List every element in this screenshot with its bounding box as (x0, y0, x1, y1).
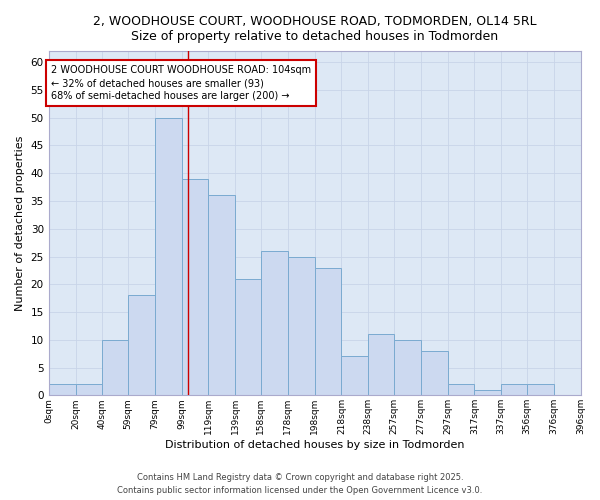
Bar (76, 384, 103, 396)
Bar (235, 278, 261, 396)
Bar (501, 384, 527, 396)
Bar (182, 179, 208, 396)
Bar (475, 390, 501, 396)
Bar (341, 356, 368, 396)
Bar (49, 384, 76, 396)
Bar (208, 196, 235, 396)
Bar (103, 340, 128, 396)
Bar (394, 340, 421, 396)
Bar (155, 118, 182, 396)
Bar (421, 351, 448, 396)
Bar (261, 251, 288, 396)
Bar (368, 334, 394, 396)
Bar (128, 296, 155, 396)
Text: 2 WOODHOUSE COURT WOODHOUSE ROAD: 104sqm
← 32% of detached houses are smaller (9: 2 WOODHOUSE COURT WOODHOUSE ROAD: 104sqm… (52, 65, 311, 102)
Y-axis label: Number of detached properties: Number of detached properties (15, 136, 25, 311)
Bar (448, 384, 475, 396)
Text: Contains HM Land Registry data © Crown copyright and database right 2025.
Contai: Contains HM Land Registry data © Crown c… (118, 474, 482, 495)
X-axis label: Distribution of detached houses by size in Todmorden: Distribution of detached houses by size … (165, 440, 464, 450)
Bar (288, 256, 314, 396)
Bar (527, 384, 554, 396)
Title: 2, WOODHOUSE COURT, WOODHOUSE ROAD, TODMORDEN, OL14 5RL
Size of property relativ: 2, WOODHOUSE COURT, WOODHOUSE ROAD, TODM… (93, 15, 536, 43)
Bar (314, 268, 341, 396)
